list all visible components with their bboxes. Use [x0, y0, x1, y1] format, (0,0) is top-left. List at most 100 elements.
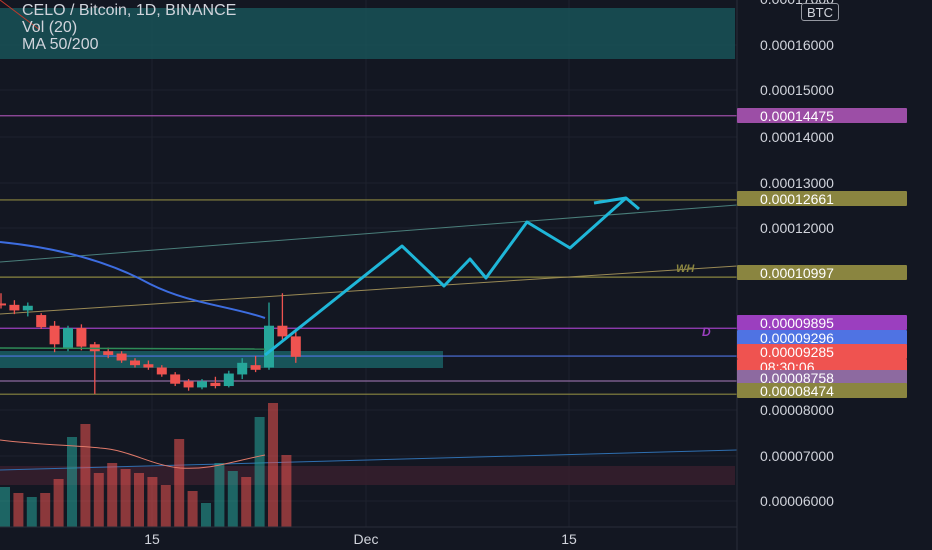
price-badge: 0.00009296: [737, 330, 907, 346]
candle-body: [156, 367, 167, 375]
volume-bar: [254, 417, 265, 527]
ma-indicator-label[interactable]: MA 50/200: [22, 36, 99, 53]
volume-bars: [0, 403, 292, 527]
candle-body: [130, 360, 140, 366]
price-badge-bg: [737, 370, 907, 385]
lower-channel-line: [0, 265, 738, 315]
candle-body: [290, 336, 301, 357]
volume-bar: [40, 493, 51, 527]
trend-lines[interactable]: [0, 0, 738, 471]
price-badge: 0.00012661: [737, 191, 907, 207]
price-tick-label: 0.00012000: [760, 220, 834, 236]
upper-channel-line: [0, 204, 738, 263]
price-badge-bg: [737, 108, 907, 123]
price-tick-label: 0.00013000: [760, 175, 834, 191]
candle-body: [116, 353, 127, 361]
price-axis[interactable]: 0.00017000 0.00016000 0.00015000 0.00014000…: [760, 0, 834, 509]
volume-bar: [160, 485, 171, 527]
price-tick-label: 0.00016000: [760, 37, 834, 53]
shaded-zones: [0, 8, 735, 485]
candle-body: [210, 382, 221, 387]
ma200-line: [0, 347, 266, 350]
candle-body: [63, 328, 73, 349]
candle-body: [183, 381, 194, 388]
candle-body: [250, 365, 261, 370]
volume-bar: [187, 491, 198, 527]
candle-body: [76, 328, 87, 347]
volume-bar: [281, 455, 292, 527]
volume-bar: [214, 463, 225, 527]
volume-bar: [13, 493, 24, 527]
currency-button[interactable]: BTC: [801, 3, 839, 21]
time-axis[interactable]: 15 Dec 15: [144, 531, 577, 547]
volume-bar: [147, 477, 158, 527]
volume-bar: [174, 439, 185, 527]
price-tick-label: 0.00017000: [760, 0, 834, 7]
top-zone: [0, 8, 735, 59]
volume-bar: [268, 403, 278, 527]
price-badge-bg: [737, 191, 907, 206]
annotations: WH D: [676, 263, 711, 339]
price-badge-label: 0.00009285: [760, 344, 834, 360]
volume-bar: [80, 424, 91, 527]
price-badge-label: 0.00009296: [760, 330, 834, 346]
chart-legend: CELO / Bitcoin, 1D, BINANCE Vol (20) MA …: [22, 2, 236, 53]
volume-indicator-label[interactable]: Vol (20): [22, 19, 78, 36]
volume-bar: [134, 473, 144, 527]
candle-body: [264, 325, 274, 368]
d-label: D: [702, 325, 711, 339]
time-tick-label: Dec: [354, 531, 379, 547]
candle-body: [237, 362, 248, 375]
symbol-title[interactable]: CELO / Bitcoin, 1D, BINANCE: [22, 2, 237, 19]
price-tick-label: 0.00015000: [760, 82, 834, 98]
candle-body: [103, 351, 114, 355]
price-badge-label: 0.00014475: [760, 108, 834, 124]
price-badge: 0.00008474: [737, 383, 907, 399]
volume-bar: [26, 497, 37, 527]
moving-average: [0, 241, 266, 469]
price-badges: 0.00014475 0.00012661 0.00010997 0.00009895…: [737, 108, 907, 399]
price-badge: 0.00008758: [737, 370, 907, 386]
price-badge-label: 0.00009895: [760, 315, 834, 331]
volume-ma-line: [0, 439, 266, 469]
projection-path[interactable]: [264, 196, 640, 357]
price-tick-label: 0.00006000: [760, 493, 834, 509]
projection-arrow: [593, 196, 627, 205]
candle-body: [197, 381, 207, 388]
candle-body: [9, 304, 20, 311]
volume-bar: [120, 469, 131, 527]
candle-body: [22, 305, 33, 311]
price-badge-bg: [737, 315, 907, 330]
price-badge-bg: [737, 383, 907, 398]
price-badge-label: 0.00010997: [760, 265, 834, 281]
projection-line: [264, 196, 640, 357]
wh-label: WH: [676, 263, 695, 275]
price-badge: 0.00014475: [737, 108, 907, 124]
price-badge-bg: [737, 344, 907, 359]
volume-bar: [93, 473, 104, 527]
price-tick-label: 0.00014000: [760, 129, 834, 145]
volume-bar: [107, 463, 118, 527]
candle-body: [49, 325, 60, 345]
price-badge-label: 0.00008474: [760, 383, 834, 399]
candle-body: [277, 325, 288, 337]
ma50-line: [0, 241, 266, 319]
candles: [0, 293, 301, 394]
red-corner-line: [0, 0, 41, 31]
volume-bar: [53, 479, 64, 527]
price-badge-label: 0.00012661: [760, 191, 834, 207]
volume-bar: [227, 471, 238, 527]
price-tick-label: 0.00007000: [760, 448, 834, 464]
candle-body: [170, 374, 181, 384]
volume-bar: [241, 477, 252, 527]
candle-body: [143, 364, 154, 368]
price-badge: 0.00009895: [737, 315, 907, 331]
time-tick-label: 15: [561, 531, 577, 547]
candle-body: [36, 315, 47, 328]
candle-body: [223, 373, 234, 387]
volume-bar: [201, 503, 211, 527]
price-badge-bg: [737, 265, 907, 280]
price-badge-label: 0.00008758: [760, 370, 834, 386]
candle-body: [0, 303, 6, 306]
